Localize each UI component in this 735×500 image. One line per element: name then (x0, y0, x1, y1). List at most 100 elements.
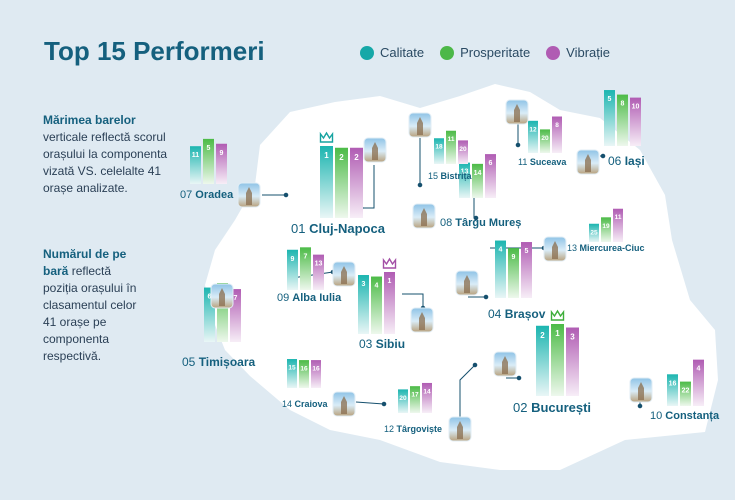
bar-value-alba-iulia-calitate: 9 (291, 256, 295, 263)
bar-oradea-prosperitate (203, 138, 214, 184)
bar-value-craiova-vibratie: 16 (312, 366, 320, 373)
bar-value-suceava-calitate: 12 (529, 126, 537, 133)
city-label-suceava: 11 Suceava (518, 158, 566, 167)
description-bar-number: Numărul de pe bară reflectă poziția oraș… (43, 246, 143, 365)
city-label-oradea: 07 Oradea (180, 190, 233, 201)
crown-icon-bucuresti (550, 309, 565, 321)
connector-alba-iulia (291, 271, 334, 279)
bar-sibiu-prosperitate (371, 276, 382, 334)
legend-item-prosperitate: Prosperitate (440, 45, 530, 60)
bar-targoviste-calitate (398, 389, 408, 413)
bar-alba-iulia-calitate (287, 249, 298, 290)
bar-value-brasov-prosperitate: 9 (512, 254, 516, 261)
city-photo-cluj-napoca (363, 137, 387, 163)
bar-targu-mures-prosperitate (472, 163, 483, 198)
city-photo-oradea (237, 182, 261, 208)
legend-dot-vibratie (546, 45, 561, 60)
city-label-bucuresti: 02 București (513, 401, 591, 414)
bar-brasov-vibratie (521, 242, 532, 298)
bar-suceava-calitate (528, 120, 538, 153)
bar-value-bucuresti-prosperitate: 1 (555, 329, 560, 338)
bar-iasi-vibratie (630, 97, 641, 146)
bar-value-cluj-napoca-prosperitate: 2 (339, 153, 344, 162)
bar-value-targu-mures-prosperitate: 14 (474, 170, 482, 177)
legend-label-vibratie: Vibrație (566, 45, 611, 60)
city-rank-iasi: 06 (608, 154, 625, 168)
bar-value-targoviste-vibratie: 14 (423, 388, 431, 395)
city-label-targu-mures: 08 Târgu Mureș (440, 218, 521, 229)
bar-targu-mures-vibratie (485, 154, 496, 198)
connector-dot-suceava (515, 142, 521, 148)
bar-suceava-prosperitate (540, 129, 550, 153)
connector-dot-targu-mures (473, 215, 479, 221)
city-name-cluj-napoca: Cluj-Napoca (309, 221, 385, 236)
bar-value-sibiu-calitate: 3 (362, 281, 366, 288)
city-photo-bistrita (408, 112, 432, 138)
bar-value-bistrita-prosperitate: 11 (448, 136, 455, 143)
bar-value-timisoara-calitate: 6 (208, 294, 212, 301)
bar-value-targu-mures-calitate: 13 (461, 169, 469, 176)
city-label-brasov: 04 Brașov (488, 308, 545, 320)
description-bar-number-bold: Numărul de pe bară (43, 247, 127, 278)
bar-value-bistrita-vibratie: 20 (459, 146, 467, 153)
legend-dot-prosperitate (440, 45, 455, 60)
city-name-iasi: Iași (624, 154, 645, 168)
bar-value-targu-mures-vibratie: 6 (489, 160, 493, 167)
chart-title: Top 15 Performeri (44, 36, 265, 66)
connector-dot-bucuresti (516, 375, 522, 381)
bar-value-brasov-calitate: 4 (499, 247, 503, 254)
city-name-craiova: Craiova (294, 399, 328, 409)
bar-value-bucuresti-calitate: 2 (540, 331, 545, 340)
bar-oradea-vibratie (216, 143, 227, 184)
bar-brasov-calitate (495, 240, 506, 298)
bar-craiova-calitate (287, 359, 297, 388)
bar-miercurea-ciuc-vibratie (613, 208, 623, 242)
bar-value-bistrita-calitate: 18 (435, 144, 443, 151)
city-rank-alba-iulia: 09 (277, 292, 293, 304)
bar-miercurea-ciuc-calitate (589, 223, 599, 242)
bar-oradea-calitate (190, 146, 201, 184)
bar-value-alba-iulia-vibratie: 13 (315, 261, 323, 268)
crown-icon-sibiu (382, 257, 397, 269)
bar-value-miercurea-ciuc-vibratie: 11 (615, 214, 622, 221)
bar-value-constanta-vibratie: 4 (697, 366, 701, 373)
bar-bucuresti-prosperitate (551, 324, 564, 396)
city-label-targoviste: 12 Târgoviște (384, 425, 442, 434)
city-name-targu-mures: Târgu Mureș (455, 217, 522, 229)
city-rank-oradea: 07 (180, 189, 196, 201)
city-rank-targoviste: 12 (384, 424, 397, 434)
bar-value-cluj-napoca-calitate: 1 (324, 151, 329, 160)
bar-sibiu-vibratie (384, 272, 395, 334)
city-rank-constanta: 10 (650, 410, 666, 422)
bar-value-sibiu-vibratie: 1 (388, 278, 392, 285)
city-label-craiova: 14 Craiova (282, 400, 328, 409)
city-photo-brasov (455, 270, 479, 296)
bar-bistrita-calitate (434, 138, 444, 164)
legend-item-calitate: Calitate (360, 45, 424, 60)
city-rank-timisoara: 05 (182, 355, 199, 369)
bar-cluj-napoca-prosperitate (335, 147, 348, 218)
city-rank-sibiu: 03 (359, 337, 376, 351)
connector-dot-constanta (637, 403, 643, 409)
bar-timisoara-prosperitate (217, 283, 228, 342)
city-name-oradea: Oradea (195, 189, 234, 201)
bar-value-targoviste-calitate: 20 (399, 395, 407, 402)
connector-craiova (355, 401, 385, 405)
city-photo-timisoara (210, 283, 234, 309)
bar-constanta-prosperitate (680, 381, 691, 406)
connector-dot-oradea (283, 192, 289, 198)
bar-constanta-calitate (667, 374, 678, 406)
city-photo-constanta (629, 377, 653, 403)
city-label-bistrita: 15 Bistrița (428, 172, 472, 181)
bar-cluj-napoca-calitate (320, 146, 333, 218)
bar-constanta-vibratie (693, 359, 704, 406)
city-label-constanta: 10 Constanța (650, 411, 719, 422)
description-bar-size: Mărimea barelor verticale reflectă scoru… (43, 112, 173, 197)
connector-dot-brasov (483, 294, 489, 300)
city-photo-suceava (505, 99, 529, 125)
connector-sibiu (402, 293, 424, 308)
bar-value-miercurea-ciuc-prosperitate: 19 (602, 223, 610, 230)
city-rank-cluj-napoca: 01 (291, 221, 310, 236)
bar-value-craiova-prosperitate: 16 (300, 366, 308, 373)
bar-value-oradea-calitate: 11 (192, 152, 200, 159)
